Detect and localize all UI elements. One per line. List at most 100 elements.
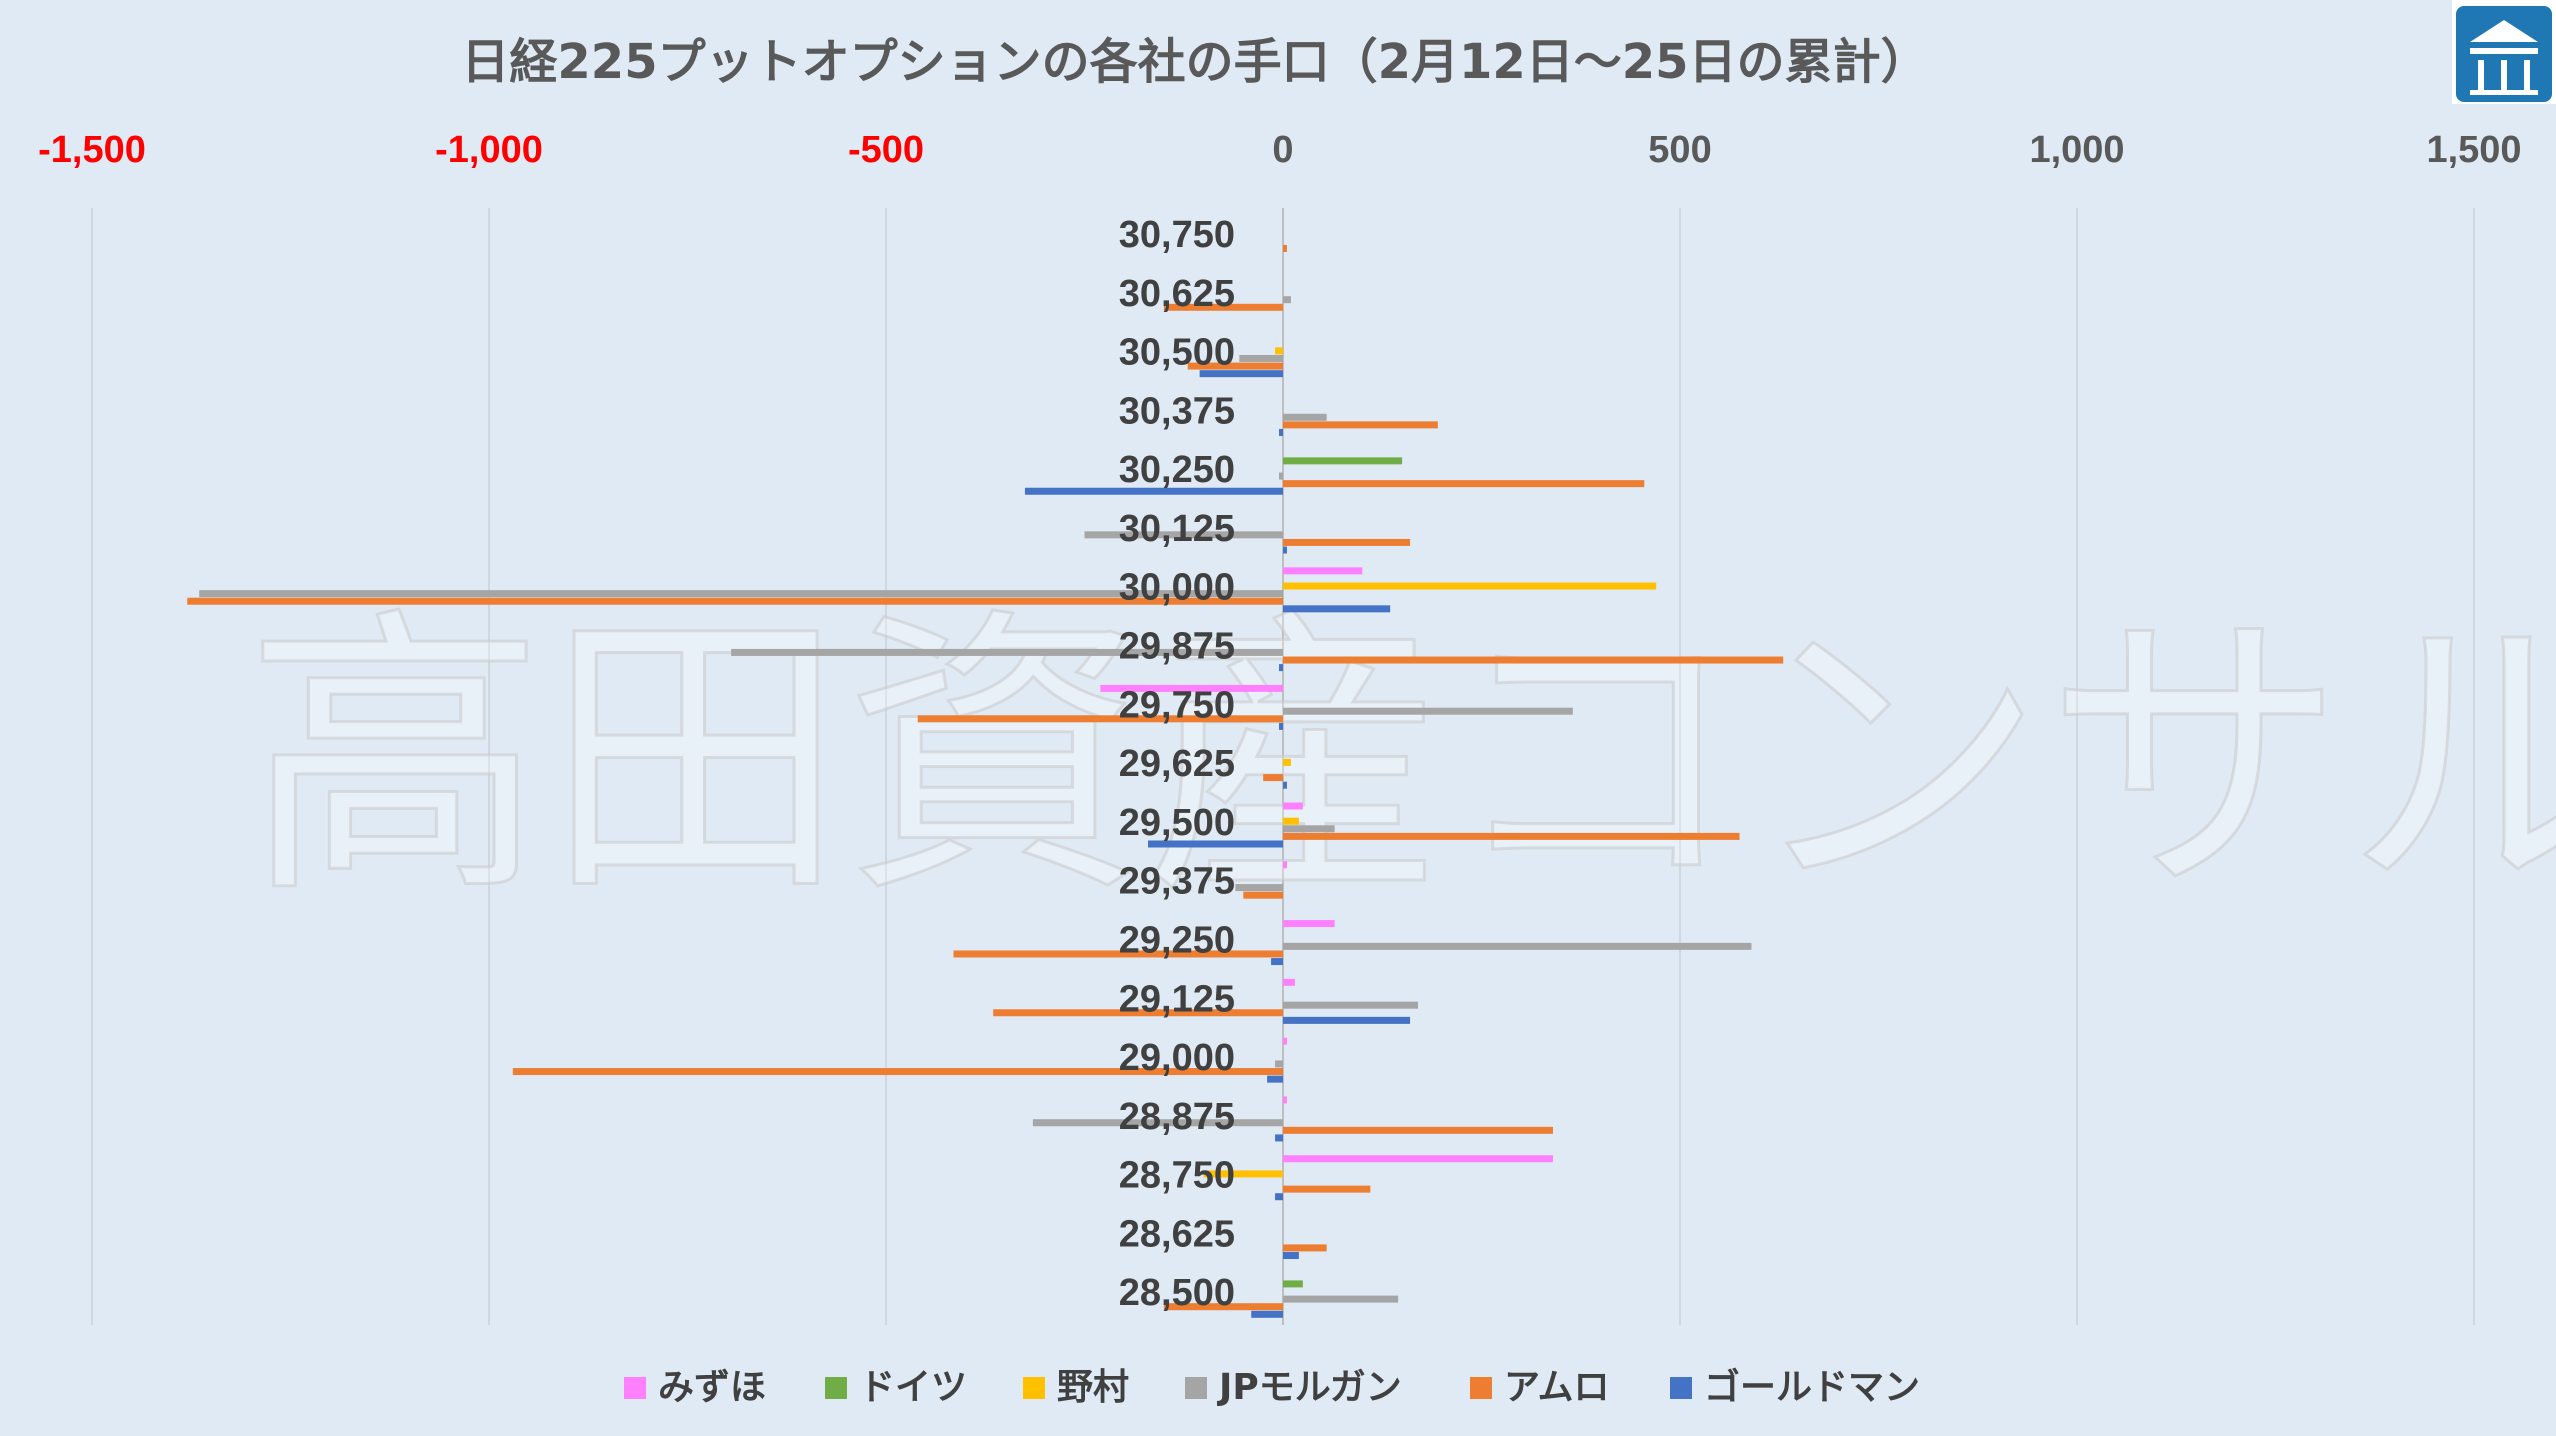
y-tick-label: 29,125 bbox=[1119, 978, 1235, 1020]
bar bbox=[1279, 472, 1283, 480]
bar bbox=[1283, 920, 1335, 928]
bar bbox=[1148, 840, 1283, 848]
bar bbox=[1187, 362, 1283, 370]
legend: みずほ ドイツ 野村 JPモルガン アムロ ゴールドマン bbox=[624, 1366, 1920, 1408]
bar bbox=[1024, 487, 1283, 495]
bar bbox=[1032, 1119, 1283, 1127]
bar bbox=[1283, 1295, 1399, 1303]
y-tick-label: 30,000 bbox=[1119, 567, 1235, 609]
legend-swatch bbox=[624, 1377, 646, 1399]
bar bbox=[1243, 891, 1283, 899]
bar bbox=[1283, 1252, 1299, 1260]
x-tick-label: 1,500 bbox=[2426, 129, 2521, 171]
y-tick-label: 30,125 bbox=[1119, 508, 1235, 550]
y-tick-label: 30,250 bbox=[1119, 449, 1235, 491]
y-tick-label: 29,375 bbox=[1119, 861, 1235, 903]
bar bbox=[731, 648, 1283, 656]
y-tick-label: 28,875 bbox=[1119, 1096, 1235, 1138]
bar bbox=[1283, 861, 1287, 869]
y-tick-label: 30,625 bbox=[1119, 273, 1235, 315]
y-tick-label: 29,875 bbox=[1119, 626, 1235, 668]
y-tick-label: 28,500 bbox=[1119, 1272, 1235, 1314]
bar bbox=[1271, 958, 1283, 966]
bar bbox=[1279, 722, 1283, 730]
bar bbox=[1239, 354, 1283, 362]
legend-label: JPモルガン bbox=[1216, 1367, 1402, 1408]
bar bbox=[917, 715, 1283, 723]
bar bbox=[1283, 942, 1752, 950]
bar bbox=[1283, 605, 1391, 613]
bar bbox=[1235, 884, 1283, 892]
bar bbox=[1283, 707, 1573, 715]
y-tick-label: 29,625 bbox=[1119, 743, 1235, 785]
y-tick-label: 29,250 bbox=[1119, 919, 1235, 961]
chart-title: 日経225プットオプションの各社の手口（2月12日～25日の累計） bbox=[461, 34, 1928, 90]
y-tick-label: 29,000 bbox=[1119, 1037, 1235, 1079]
y-tick-label: 30,375 bbox=[1119, 390, 1235, 432]
x-tick-label: 0 bbox=[1272, 129, 1293, 171]
bar bbox=[1084, 531, 1283, 539]
bar bbox=[993, 1009, 1283, 1017]
bar bbox=[1199, 370, 1283, 378]
bar bbox=[1283, 1155, 1553, 1163]
bar bbox=[1283, 457, 1403, 465]
y-tick-label: 30,750 bbox=[1119, 214, 1235, 256]
x-tick-label: 1,000 bbox=[2029, 129, 2124, 171]
bar bbox=[1100, 684, 1283, 692]
y-tick-label: 29,500 bbox=[1119, 802, 1235, 844]
takada-shisan-logo bbox=[2452, 0, 2556, 104]
bar bbox=[199, 590, 1284, 598]
bar bbox=[1283, 1126, 1553, 1134]
bar bbox=[1283, 832, 1740, 840]
bar bbox=[1275, 347, 1283, 355]
bar bbox=[1279, 664, 1283, 672]
bar bbox=[1283, 244, 1287, 252]
bar bbox=[1283, 656, 1784, 664]
bar bbox=[1283, 538, 1411, 546]
y-tick-label: 28,750 bbox=[1119, 1155, 1235, 1197]
bar bbox=[1283, 546, 1287, 554]
bar bbox=[953, 950, 1283, 958]
legend-swatch bbox=[1670, 1377, 1692, 1399]
x-tick-label: -1,000 bbox=[435, 129, 543, 171]
bar bbox=[1283, 817, 1299, 825]
bar bbox=[1283, 758, 1291, 766]
bar bbox=[1283, 567, 1363, 575]
legend-label: アムロ bbox=[1504, 1367, 1609, 1408]
bar bbox=[1283, 978, 1295, 986]
bar bbox=[1163, 1303, 1283, 1311]
y-axis-ticks: 30,750 30,625 30,500 30,375 30,250 30,125 30,0… bbox=[1119, 214, 1235, 1314]
legend-swatch bbox=[1023, 1377, 1045, 1399]
x-tick-label: -1,500 bbox=[38, 129, 146, 171]
y-tick-label: 29,750 bbox=[1119, 684, 1235, 726]
bar bbox=[1283, 781, 1287, 789]
bar bbox=[1283, 1001, 1418, 1009]
bar bbox=[1283, 296, 1291, 304]
y-tick-label: 30,500 bbox=[1119, 332, 1235, 374]
bar bbox=[1283, 1096, 1287, 1104]
legend-label: 野村 bbox=[1057, 1367, 1129, 1408]
grid bbox=[91, 208, 2475, 1325]
bar bbox=[1251, 1310, 1283, 1318]
bar bbox=[1203, 1170, 1283, 1178]
bar bbox=[1283, 802, 1303, 810]
y-tick-label: 28,625 bbox=[1119, 1213, 1235, 1255]
bar bbox=[1279, 428, 1283, 436]
bar bbox=[512, 1068, 1283, 1076]
bar bbox=[1283, 1244, 1327, 1252]
bar bbox=[1283, 1037, 1287, 1045]
bars bbox=[187, 244, 1784, 1318]
x-tick-label: -500 bbox=[848, 129, 924, 171]
bar bbox=[1283, 421, 1438, 429]
bar bbox=[1283, 582, 1657, 590]
legend-swatch bbox=[1185, 1377, 1207, 1399]
bar bbox=[187, 597, 1283, 605]
x-tick-label: 500 bbox=[1648, 129, 1711, 171]
bar bbox=[1275, 1060, 1283, 1068]
legend-label: ゴールドマン bbox=[1704, 1366, 1920, 1408]
bar bbox=[1283, 1016, 1411, 1024]
bar bbox=[1275, 1193, 1283, 1201]
bar bbox=[1275, 1134, 1283, 1142]
legend-swatch bbox=[1470, 1377, 1492, 1399]
